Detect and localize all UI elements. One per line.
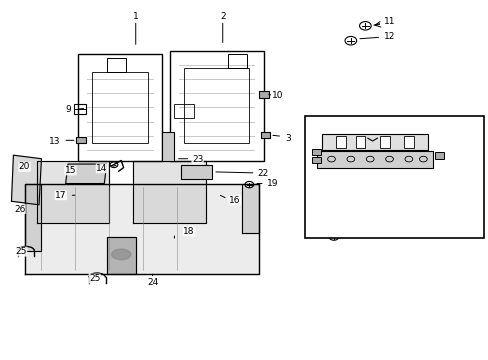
- Bar: [316, 150, 432, 168]
- Bar: [227, 54, 246, 68]
- Text: 11: 11: [383, 17, 394, 26]
- Text: 23: 23: [191, 155, 203, 164]
- Text: 14: 14: [96, 164, 107, 173]
- Text: 20: 20: [19, 162, 30, 171]
- Bar: [403, 136, 413, 148]
- Text: 24: 24: [147, 278, 158, 287]
- Text: 13: 13: [49, 136, 61, 145]
- Polygon shape: [24, 184, 41, 251]
- Text: 22: 22: [257, 170, 268, 179]
- Polygon shape: [11, 155, 41, 205]
- Text: 7: 7: [427, 166, 433, 175]
- Text: 1: 1: [133, 13, 138, 22]
- Text: 6: 6: [338, 127, 344, 136]
- Bar: [74, 104, 86, 114]
- Text: 15: 15: [64, 166, 76, 175]
- Text: 3: 3: [285, 134, 290, 143]
- Bar: [435, 152, 443, 159]
- Text: 9: 9: [65, 105, 71, 114]
- Text: 17: 17: [55, 191, 66, 200]
- Text: 25: 25: [89, 274, 100, 283]
- Bar: [305, 116, 483, 238]
- Bar: [162, 132, 174, 161]
- Bar: [169, 51, 264, 161]
- Text: 8: 8: [456, 127, 462, 136]
- Text: 4: 4: [343, 159, 348, 168]
- Text: 2: 2: [220, 13, 225, 22]
- Text: 12: 12: [383, 32, 394, 41]
- Bar: [379, 136, 389, 148]
- Text: 21: 21: [355, 215, 366, 224]
- Bar: [92, 72, 147, 143]
- Bar: [311, 157, 320, 163]
- Text: 19: 19: [266, 179, 278, 188]
- Text: 5: 5: [364, 147, 370, 156]
- Bar: [261, 132, 269, 138]
- Bar: [180, 165, 212, 179]
- Text: 25: 25: [16, 247, 27, 256]
- Polygon shape: [133, 161, 205, 222]
- Text: 18: 18: [183, 227, 194, 236]
- Bar: [355, 136, 365, 148]
- Bar: [259, 91, 268, 99]
- Bar: [106, 58, 126, 72]
- Polygon shape: [242, 184, 259, 233]
- Bar: [321, 134, 427, 150]
- Bar: [174, 104, 193, 118]
- Bar: [183, 68, 249, 143]
- Text: 16: 16: [228, 196, 240, 205]
- Text: 26: 26: [14, 204, 25, 213]
- Polygon shape: [24, 184, 259, 274]
- Bar: [78, 54, 162, 161]
- Text: 10: 10: [271, 91, 283, 100]
- Polygon shape: [65, 164, 106, 184]
- Polygon shape: [106, 237, 136, 274]
- Bar: [336, 136, 346, 148]
- Bar: [311, 149, 320, 155]
- Bar: [76, 138, 86, 143]
- Ellipse shape: [111, 249, 131, 260]
- Polygon shape: [37, 161, 109, 222]
